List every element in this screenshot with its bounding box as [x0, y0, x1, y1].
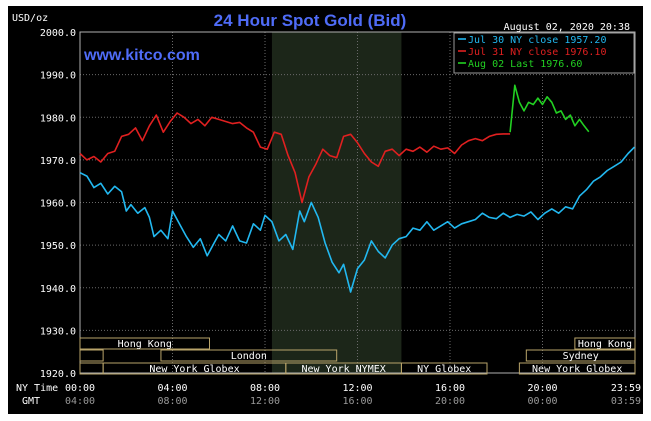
gold-chart: Hong Kong Hong Kong London Sydney New York G…: [8, 6, 643, 414]
series-lines: [79, 84, 636, 293]
session-bar: [400, 362, 488, 375]
y-tick-label: 1980.0: [40, 113, 76, 124]
session-label: Hong Kong: [118, 339, 172, 350]
x-tick-label-ny: 08:00: [250, 383, 280, 394]
nymex-session-highlight: [271, 32, 402, 373]
plot-border: [79, 31, 636, 374]
session-label: Hong Kong: [578, 339, 632, 350]
series-line-2: [79, 112, 511, 204]
legend-entry: Aug 02 Last 1976.60: [468, 59, 582, 70]
x-tick-label-ny: 12:00: [342, 383, 372, 394]
x-tick-label-gmt: 20:00: [435, 396, 465, 407]
y-axis-label: USD/oz: [12, 13, 48, 24]
x-tick-label-gmt: 08:00: [157, 396, 187, 407]
gmt-row-label: GMT: [22, 396, 40, 407]
x-tick-labels: 00:00 04:00 08:00 12:00 16:00 20:00 23:59 04:00…: [65, 383, 641, 407]
y-tick-label: 1920.0: [40, 369, 76, 380]
session-bar: [160, 349, 338, 362]
x-tick-label-ny: 23:59: [611, 383, 641, 394]
chart-frame: Hong Kong Hong Kong London Sydney New York G…: [8, 6, 643, 414]
session-label: New York NYMEX: [301, 364, 385, 375]
x-tick-label-ny: 16:00: [435, 383, 465, 394]
session-bar: [574, 337, 636, 350]
x-tick-label-gmt: 16:00: [342, 396, 372, 407]
session-bar: [79, 349, 104, 362]
legend-entry: Jul 31 NY close 1976.10: [468, 47, 606, 58]
y-tick-label: 2000.0: [40, 28, 76, 39]
y-tick-label: 1930.0: [40, 326, 76, 337]
session-bar: [518, 362, 636, 375]
session-label: NY Globex: [417, 364, 471, 375]
chart-title: 24 Hour Spot Gold (Bid): [214, 11, 407, 30]
x-tick-label-ny: 00:00: [65, 383, 95, 394]
session-bar: [525, 349, 636, 362]
session-bar: [79, 337, 210, 350]
timestamp: August 02, 2020 20:38: [504, 22, 630, 33]
session-bars: Hong Kong Hong Kong London Sydney New York G…: [79, 337, 636, 375]
ny-time-row-label: NY Time: [16, 383, 58, 394]
y-tick-labels: 2000.0 1990.0 1980.0 1970.0 1960.0 1950.0 1940…: [40, 28, 76, 380]
y-tick-label: 1990.0: [40, 71, 76, 82]
x-tick-label-gmt: 00:00: [527, 396, 557, 407]
session-label: Sydney: [563, 351, 599, 362]
legend-entry: Jul 30 NY close 1957.20: [468, 35, 606, 46]
x-tick-label-gmt: 12:00: [250, 396, 280, 407]
session-label: New York Globex: [532, 364, 622, 375]
series-line-3: [509, 84, 590, 133]
y-tick-label: 1940.0: [40, 284, 76, 295]
watermark: www.kitco.com: [83, 47, 200, 64]
y-tick-label: 1970.0: [40, 156, 76, 167]
x-tick-label-ny: 20:00: [527, 383, 557, 394]
legend-box: [453, 32, 635, 74]
x-tick-label-ny: 04:00: [157, 383, 187, 394]
x-tick-label-gmt: 04:00: [65, 396, 95, 407]
x-tick-label-gmt: 03:59: [611, 396, 641, 407]
series-line-1: [79, 146, 636, 293]
y-tick-label: 1950.0: [40, 241, 76, 252]
session-label: New York Globex: [149, 364, 239, 375]
session-label: London: [231, 351, 267, 362]
y-tick-label: 1960.0: [40, 199, 76, 210]
